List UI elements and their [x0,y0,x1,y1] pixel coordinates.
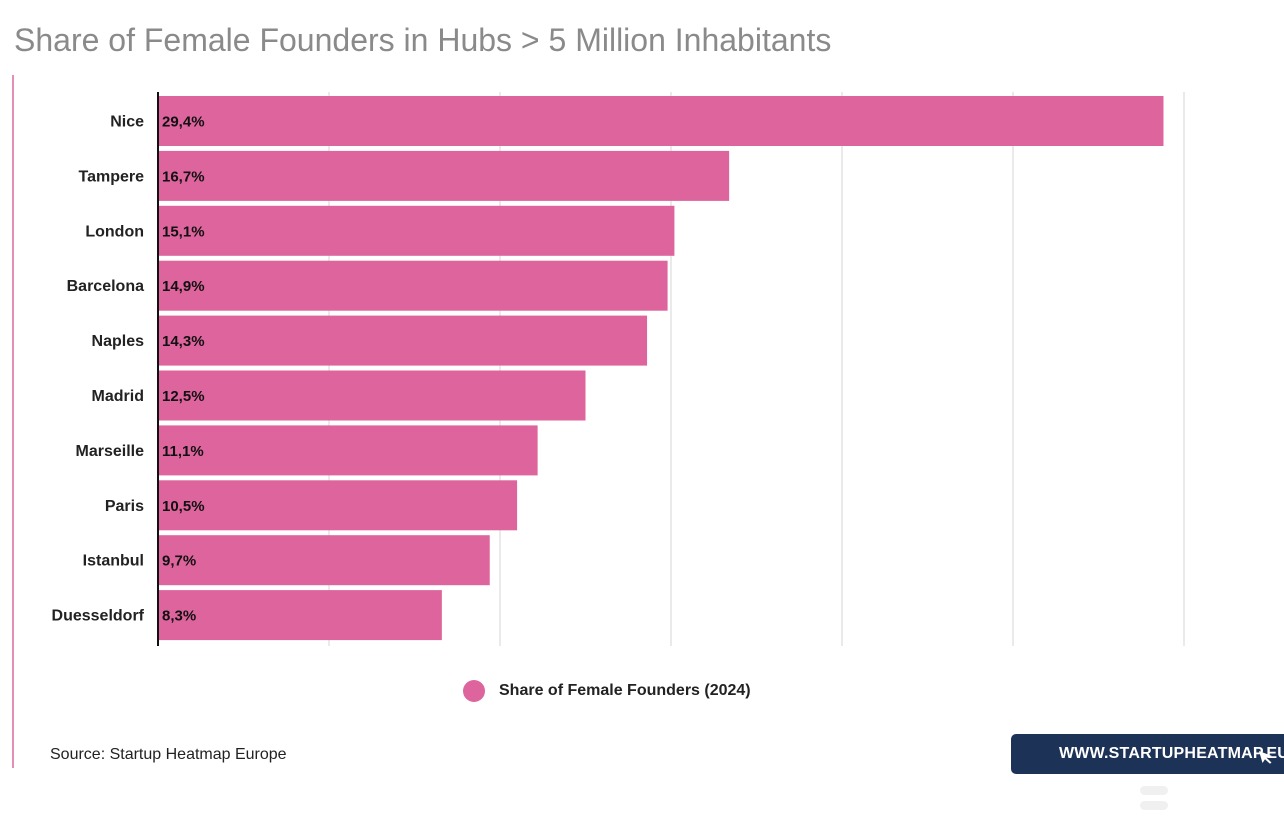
category-label: Duesseldorf [52,608,145,625]
source-note: Source: Startup Heatmap Europe [50,746,287,763]
bar [158,370,586,421]
left-accent-rule [12,75,14,768]
data-label: 11,1% [162,443,204,460]
category-label: Tampere [78,168,144,185]
data-label: 14,3% [162,333,205,350]
category-label: London [85,223,144,240]
menu-lines-icon [1140,786,1168,810]
bar [158,96,1164,146]
cursor-pointer-icon [1259,751,1272,764]
category-label: Marseille [76,443,145,460]
data-label: 10,5% [162,498,205,515]
category-label: Paris [105,498,144,515]
bar [158,535,490,586]
category-label: Nice [110,114,144,131]
data-label: 12,5% [162,388,205,405]
bar [158,315,648,366]
bar [158,590,442,641]
legend: Share of Female Founders (2024) [463,680,751,702]
data-label: 14,9% [162,278,205,295]
data-label: 9,7% [162,553,196,570]
bar [158,480,518,531]
brand-link-label: WWW.STARTUPHEATMAP.EU [1059,745,1284,762]
category-label: Madrid [92,388,144,405]
page-title: Share of Female Founders in Hubs > 5 Mil… [14,22,832,58]
bar [158,260,668,311]
category-label: Naples [92,333,145,350]
data-label: 29,4% [162,114,205,131]
labels: Nice 29,4% Tampere 16,7% London 15,1% Barcelon… [52,114,205,625]
brand-link-button[interactable]: WWW.STARTUPHEATMAP.EU [1011,734,1284,774]
data-label: 8,3% [162,608,196,625]
data-label: 15,1% [162,223,205,240]
bar [158,150,730,201]
bars [158,96,1164,641]
legend-swatch [463,680,485,702]
category-label: Istanbul [83,553,144,570]
legend-label: Share of Female Founders (2024) [499,682,751,699]
bar [158,205,675,256]
data-label: 16,7% [162,168,205,185]
bar [158,425,538,476]
category-label: Barcelona [67,278,144,295]
